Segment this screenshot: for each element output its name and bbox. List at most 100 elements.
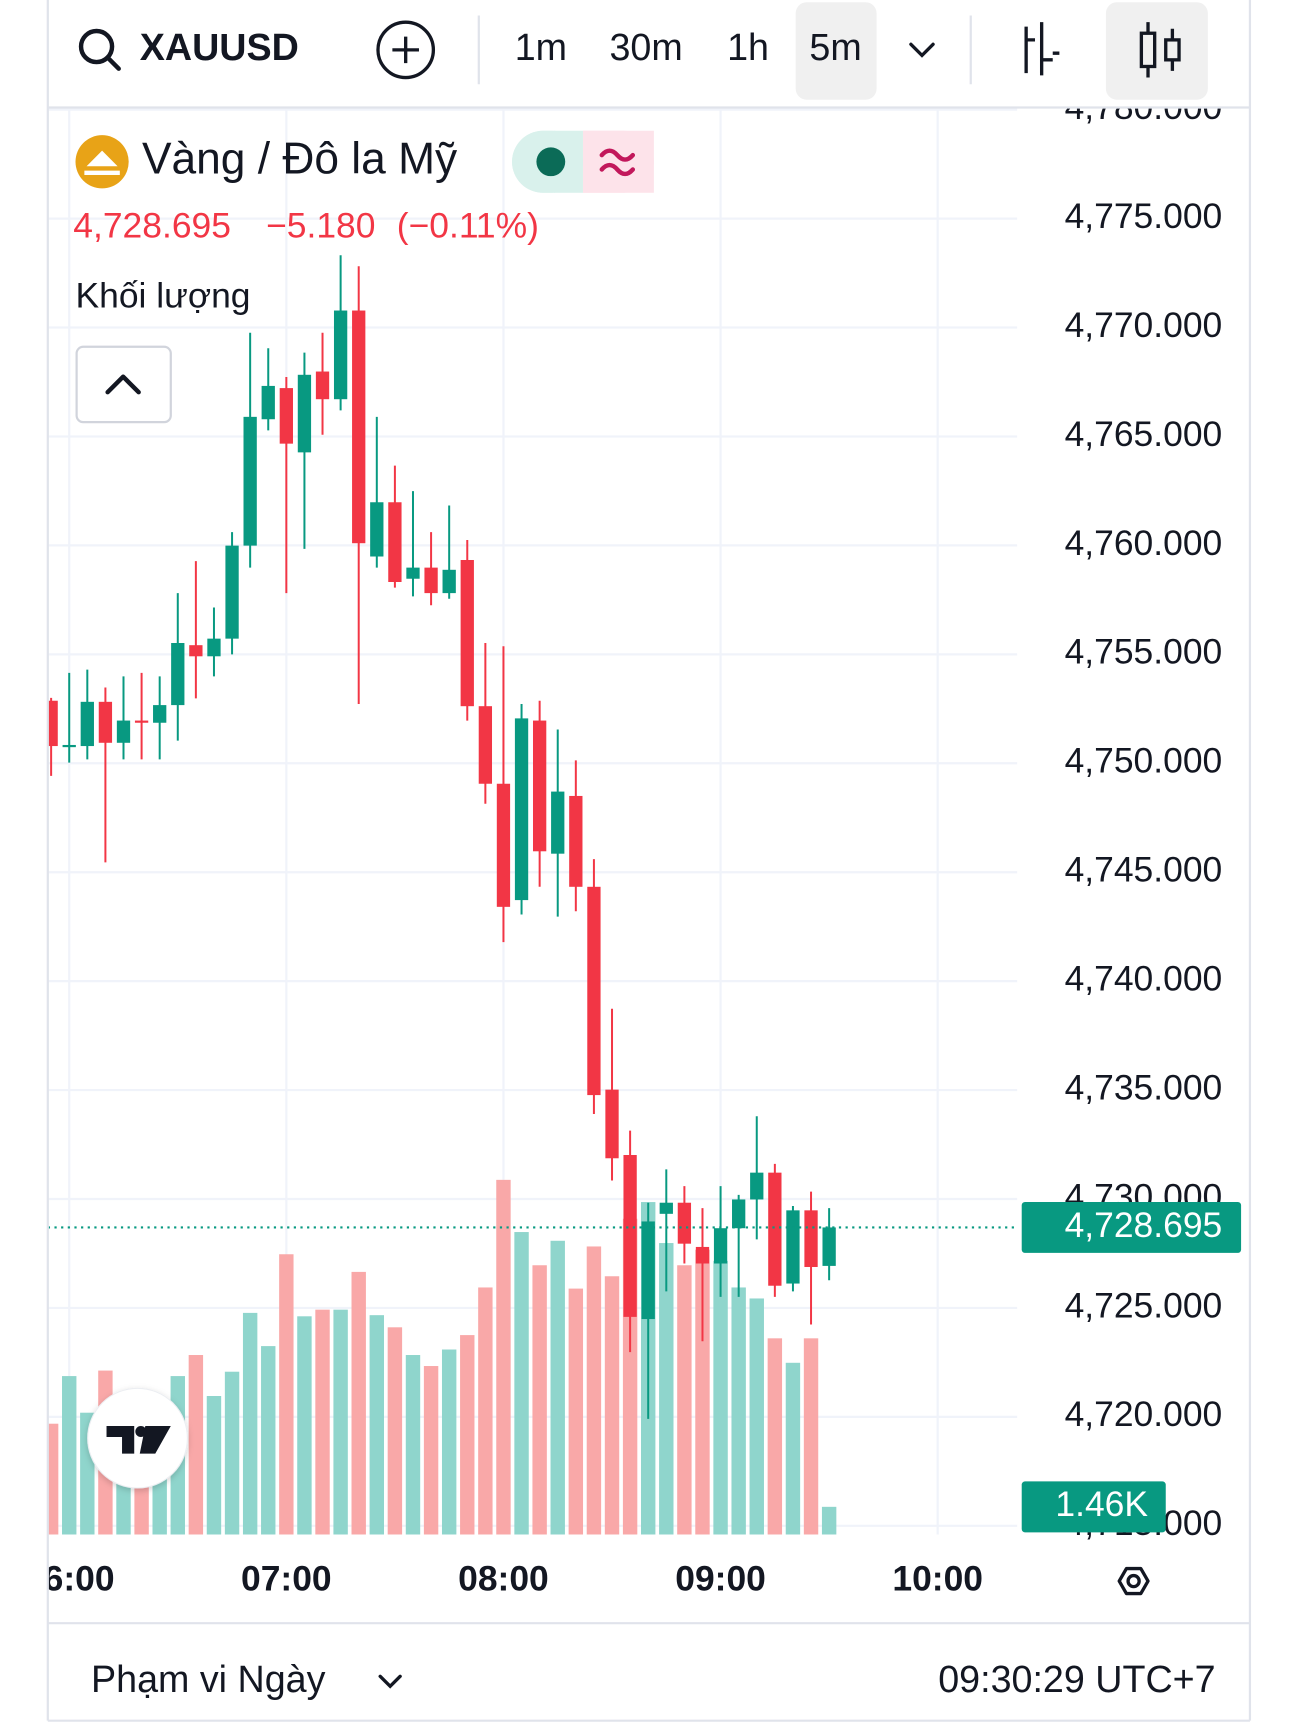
volume-bar [713,1260,728,1535]
volume-bar [369,1315,385,1535]
symbol[interactable]: XAUUSD [140,26,299,68]
compare-button[interactable] [376,20,436,80]
clock: 09:30:29 UTC+7 [938,1658,1215,1700]
candle-body [460,559,474,707]
volume-bar [586,1246,602,1535]
candle-body [750,1172,764,1200]
y-tick-label: 4,765.000 [1065,414,1223,454]
data-delay-pill [582,130,654,193]
candle-body [315,371,330,400]
interval-button[interactable]: 1h [727,26,769,68]
volume-bar [261,1346,276,1535]
y-tick-label: 4,735.000 [1065,1067,1223,1107]
y-tick-label: 4,755.000 [1065,632,1223,672]
candle-body [822,1227,836,1266]
y-axis: 4,715.0004,720.0004,725.0004,730.0004,73… [1021,87,1242,1543]
candle-body [297,374,312,453]
candle-body [514,718,529,901]
candle-body [605,1089,619,1159]
candle-style-icon [1164,38,1181,62]
volume-bar [460,1335,475,1535]
candle-body [732,1199,746,1229]
candle-body [659,1202,673,1214]
logo-circle [87,1387,188,1489]
volume-bar [224,1371,240,1535]
collapse-button[interactable] [75,345,172,424]
volume-tag-label: 1.46K [1055,1484,1148,1524]
volume-bar [803,1338,819,1535]
volume-bar [731,1287,746,1535]
toolbar-background [47,0,1250,108]
y-tick-label: 4,740.000 [1065,959,1223,999]
volume-bar [677,1265,692,1535]
y-tick-label: 4,725.000 [1065,1285,1223,1325]
candle-body [171,643,185,706]
settings-button[interactable] [1117,1566,1150,1596]
candle-body [695,1246,710,1264]
compare-icon [392,36,419,64]
price-change: −5.180 [266,206,375,246]
volume-bar [62,1376,77,1535]
candle-body [623,1155,637,1317]
interval-button[interactable]: 1m [515,26,567,68]
symbol-icon-glyph [84,150,120,176]
candle-body [424,567,438,594]
candle-body [406,567,420,579]
range-dropdown[interactable] [378,1674,402,1689]
volume-bar [478,1287,493,1535]
y-tick-label: 4,770.000 [1065,305,1223,345]
price-change-pct: (−0.11%) [397,206,539,246]
symbol-box[interactable]: XAUUSD [140,26,299,68]
candle-body [47,700,58,747]
candle-body [98,701,113,743]
candle-body [333,310,348,400]
volume-bar [785,1362,801,1535]
x-tick-label: 09:00 [675,1558,766,1598]
candle-body [279,388,293,444]
volume-bar [351,1271,366,1535]
symbol-title: Vàng / Đô la Mỹ [142,134,458,183]
last-price-tag-label: 4,728.695 [1065,1205,1223,1245]
logo-dot [135,1425,147,1438]
candle-body [496,783,511,907]
bar-style-icon[interactable] [1024,22,1060,76]
market-open-dot [536,147,566,177]
volume-bar [767,1338,783,1535]
volume-bar [297,1316,312,1535]
volume-bar [496,1179,511,1535]
y-tick-label: 4,775.000 [1065,196,1223,236]
volume-legend: Khối lượng [76,275,251,315]
logo[interactable] [87,1387,188,1489]
candle-style-button[interactable] [1105,2,1208,100]
interval-group: 1m 30m 1h 5m [515,2,877,100]
logo-glyph [106,1425,171,1454]
range-selector[interactable]: Phạm vi Ngày [91,1658,326,1700]
interval-dropdown[interactable] [909,42,935,58]
x-tick-label: 07:00 [241,1558,332,1598]
volume-bar [206,1396,222,1535]
interval-button[interactable]: 30m [609,26,682,68]
candle-style-icon [1139,31,1157,69]
candle-body [225,545,239,639]
y-tick-label: 4,750.000 [1065,741,1223,781]
candle-body [587,886,601,1096]
last-price: 4,728.695 [73,206,231,246]
interval-button[interactable]: 5m [809,26,861,68]
settings-icon [1126,1573,1141,1589]
candle-body [804,1210,818,1267]
candle-body [189,645,203,657]
candle-body [551,791,565,854]
volume-bar [423,1366,439,1535]
candle-body [641,1221,655,1320]
volume-bar [188,1355,204,1535]
candle-body [478,706,493,784]
delay-icon [599,148,636,177]
search-icon[interactable] [78,28,115,65]
candle-body [388,502,402,582]
candle-body [569,795,583,887]
candle-body [62,744,76,748]
toolbar: XAUUSD 1m 30m 1h 5m [47,0,1250,109]
candle-body [442,569,456,594]
y-tick-label: 4,745.000 [1065,850,1223,890]
